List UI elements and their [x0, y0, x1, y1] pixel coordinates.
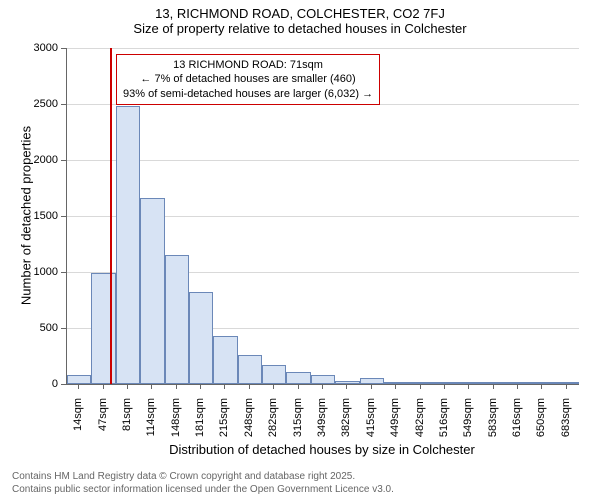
bar	[91, 273, 115, 384]
x-tick-label: 282sqm	[267, 398, 279, 446]
y-tick-label: 2500	[24, 98, 58, 110]
x-tick-mark	[468, 384, 469, 389]
x-tick-mark	[541, 384, 542, 389]
x-tick-label: 415sqm	[365, 398, 377, 446]
x-tick-label: 248sqm	[243, 398, 255, 446]
y-tick-label: 1500	[24, 210, 58, 222]
x-tick-mark	[224, 384, 225, 389]
x-tick-mark	[493, 384, 494, 389]
y-tick-label: 3000	[24, 42, 58, 54]
chart-container: 13, RICHMOND ROAD, COLCHESTER, CO2 7FJ S…	[0, 0, 600, 500]
bar	[335, 381, 359, 384]
x-tick-label: 382sqm	[340, 398, 352, 446]
gridline	[67, 160, 579, 161]
y-tick-mark	[61, 272, 66, 273]
bar	[481, 382, 505, 384]
y-tick-label: 0	[24, 378, 58, 390]
x-tick-label: 148sqm	[170, 398, 182, 446]
y-tick-mark	[61, 216, 66, 217]
gridline	[67, 48, 579, 49]
x-tick-mark	[176, 384, 177, 389]
y-tick-mark	[61, 328, 66, 329]
bar	[457, 382, 481, 384]
x-tick-mark	[517, 384, 518, 389]
x-tick-mark	[322, 384, 323, 389]
footer-copyright-2: Contains public sector information licen…	[12, 484, 394, 495]
x-tick-mark	[420, 384, 421, 389]
footer-copyright-1: Contains HM Land Registry data © Crown c…	[12, 471, 355, 482]
x-tick-label: 683sqm	[560, 398, 572, 446]
bar	[67, 375, 91, 384]
y-tick-mark	[61, 104, 66, 105]
x-tick-mark	[200, 384, 201, 389]
x-tick-mark	[346, 384, 347, 389]
x-tick-label: 650sqm	[535, 398, 547, 446]
x-tick-label: 215sqm	[218, 398, 230, 446]
x-tick-label: 583sqm	[487, 398, 499, 446]
y-tick-mark	[61, 160, 66, 161]
bar	[360, 378, 384, 384]
annotation-line: ← 7% of detached houses are smaller (460…	[123, 72, 373, 86]
y-tick-mark	[61, 384, 66, 385]
y-tick-label: 2000	[24, 154, 58, 166]
bar	[116, 106, 140, 384]
x-tick-mark	[103, 384, 104, 389]
bar	[311, 375, 335, 384]
bar	[530, 382, 554, 384]
bar	[408, 382, 432, 384]
x-tick-mark	[395, 384, 396, 389]
bar	[165, 255, 189, 384]
x-tick-mark	[298, 384, 299, 389]
bar	[238, 355, 262, 384]
x-tick-label: 181sqm	[194, 398, 206, 446]
x-tick-mark	[127, 384, 128, 389]
annotation-line: 13 RICHMOND ROAD: 71sqm	[123, 58, 373, 72]
y-tick-mark	[61, 48, 66, 49]
x-tick-label: 516sqm	[438, 398, 450, 446]
page-subtitle: Size of property relative to detached ho…	[0, 21, 600, 40]
bar	[189, 292, 213, 384]
bar	[140, 198, 164, 384]
bar	[286, 372, 310, 384]
x-tick-label: 616sqm	[511, 398, 523, 446]
x-tick-label: 482sqm	[414, 398, 426, 446]
x-tick-label: 549sqm	[462, 398, 474, 446]
x-tick-label: 114sqm	[145, 398, 157, 446]
reference-line	[110, 48, 112, 384]
bar	[262, 365, 286, 384]
annotation-line: 93% of semi-detached houses are larger (…	[123, 87, 373, 101]
x-tick-label: 14sqm	[72, 398, 84, 446]
bar	[433, 382, 457, 384]
page-title: 13, RICHMOND ROAD, COLCHESTER, CO2 7FJ	[0, 0, 600, 21]
x-tick-mark	[371, 384, 372, 389]
x-tick-label: 81sqm	[121, 398, 133, 446]
y-tick-label: 500	[24, 322, 58, 334]
x-tick-label: 315sqm	[292, 398, 304, 446]
x-tick-label: 47sqm	[97, 398, 109, 446]
x-tick-mark	[151, 384, 152, 389]
x-tick-mark	[566, 384, 567, 389]
x-tick-label: 349sqm	[316, 398, 328, 446]
x-tick-mark	[444, 384, 445, 389]
x-tick-mark	[78, 384, 79, 389]
annotation-box: 13 RICHMOND ROAD: 71sqm← 7% of detached …	[116, 54, 380, 105]
x-tick-mark	[249, 384, 250, 389]
bar	[213, 336, 237, 384]
bar	[555, 382, 579, 384]
y-tick-label: 1000	[24, 266, 58, 278]
x-tick-label: 449sqm	[389, 398, 401, 446]
x-tick-mark	[273, 384, 274, 389]
